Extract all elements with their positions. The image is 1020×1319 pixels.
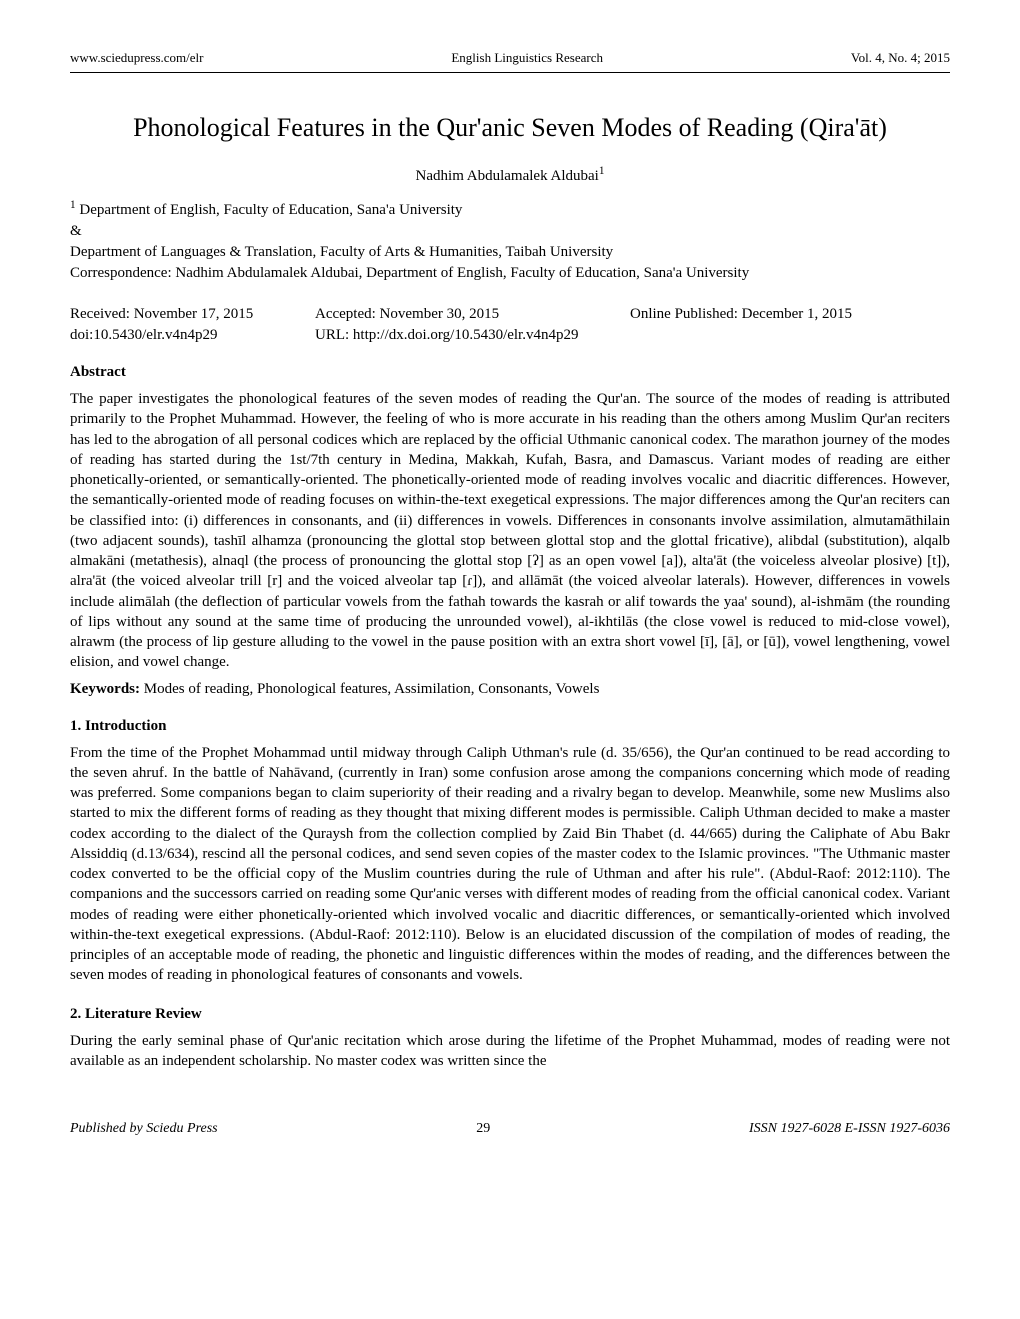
meta-row-2: doi:10.5430/elr.v4n4p29 URL: http://dx.d… bbox=[70, 327, 950, 344]
section-2-text: During the early seminal phase of Qur'an… bbox=[70, 1031, 950, 1072]
correspondence: Correspondence: Nadhim Abdulamalek Aldub… bbox=[70, 265, 950, 282]
affiliation-2: Department of Languages & Translation, F… bbox=[70, 244, 950, 261]
footer-page-number: 29 bbox=[218, 1121, 749, 1137]
header-left: www.sciedupress.com/elr bbox=[70, 50, 203, 66]
accepted-date: Accepted: November 30, 2015 bbox=[315, 306, 630, 323]
section-1-text: From the time of the Prophet Mohammad un… bbox=[70, 743, 950, 986]
meta-row-1: Received: November 17, 2015 Accepted: No… bbox=[70, 306, 950, 323]
author-name: Nadhim Abdulamalek Aldubai bbox=[416, 168, 599, 184]
author-superscript: 1 bbox=[599, 165, 605, 177]
keywords-line: Keywords: Modes of reading, Phonological… bbox=[70, 681, 950, 698]
abstract-text: The paper investigates the phonological … bbox=[70, 389, 950, 673]
received-date: Received: November 17, 2015 bbox=[70, 306, 315, 323]
author-line: Nadhim Abdulamalek Aldubai1 bbox=[70, 165, 950, 185]
doi: doi:10.5430/elr.v4n4p29 bbox=[70, 327, 315, 344]
footer-left: Published by Sciedu Press bbox=[70, 1121, 218, 1137]
page-footer: Published by Sciedu Press 29 ISSN 1927-6… bbox=[70, 1121, 950, 1137]
abstract-heading: Abstract bbox=[70, 364, 950, 381]
affiliation-1: 1 Department of English, Faculty of Educ… bbox=[70, 199, 950, 219]
keywords-label: Keywords: bbox=[70, 681, 140, 697]
published-date: Online Published: December 1, 2015 bbox=[630, 306, 950, 323]
keywords-text: Modes of reading, Phonological features,… bbox=[140, 681, 599, 697]
footer-right: ISSN 1927-6028 E-ISSN 1927-6036 bbox=[749, 1121, 950, 1137]
section-1-heading: 1. Introduction bbox=[70, 718, 950, 735]
paper-title: Phonological Features in the Qur'anic Se… bbox=[70, 113, 950, 143]
header-right: Vol. 4, No. 4; 2015 bbox=[851, 50, 950, 66]
affiliation-ampersand: & bbox=[70, 223, 950, 240]
page-header: www.sciedupress.com/elr English Linguist… bbox=[70, 50, 950, 73]
header-center: English Linguistics Research bbox=[451, 50, 603, 66]
affiliation-1-text: Department of English, Faculty of Educat… bbox=[76, 202, 463, 218]
doi-url: URL: http://dx.doi.org/10.5430/elr.v4n4p… bbox=[315, 327, 630, 344]
section-2-heading: 2. Literature Review bbox=[70, 1006, 950, 1023]
